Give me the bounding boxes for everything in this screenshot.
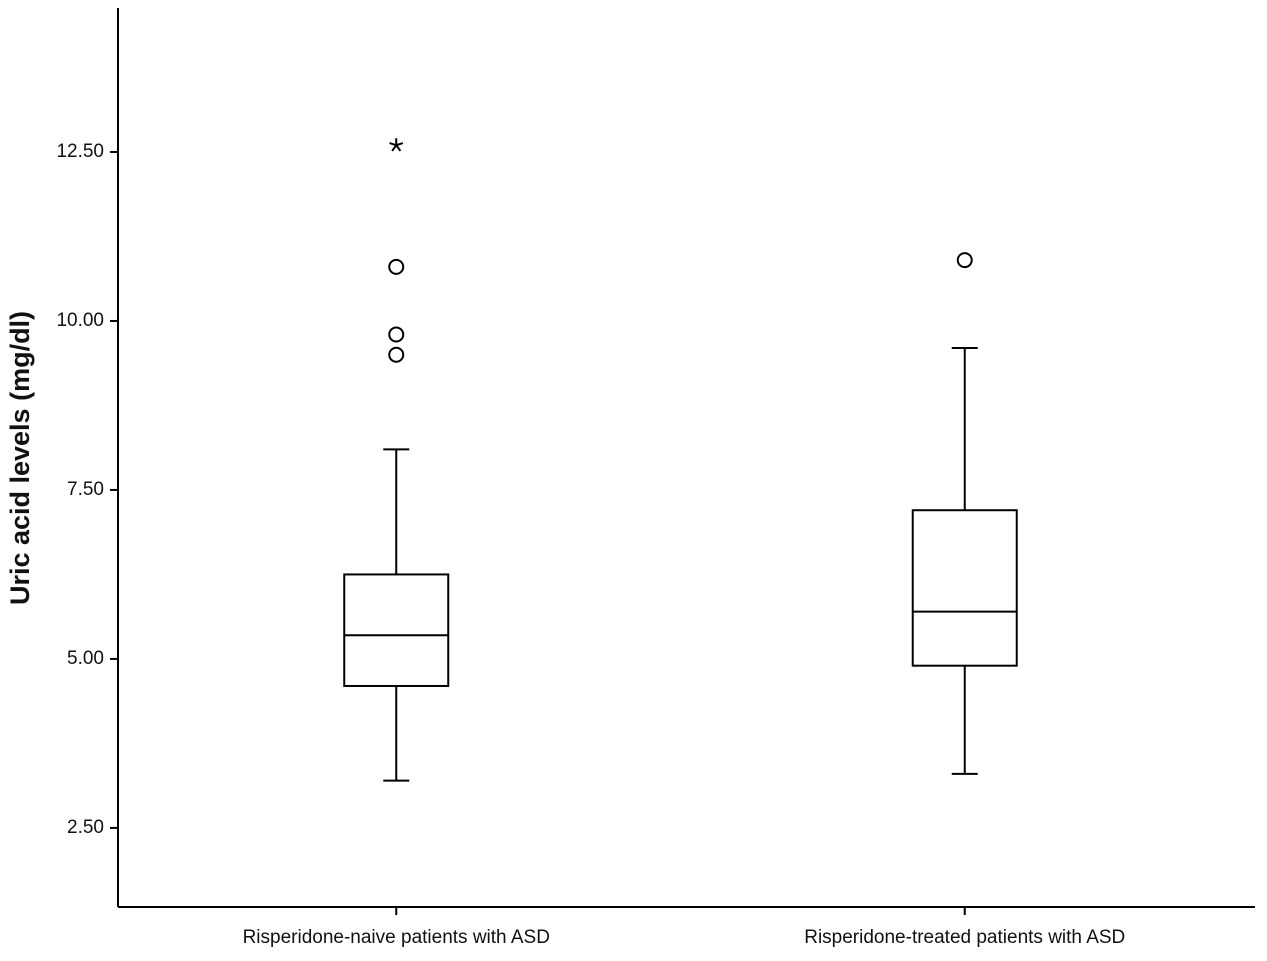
y-tick-label: 12.50 [56,141,104,162]
extreme [389,138,404,152]
outlier [388,346,405,363]
outlier [956,252,973,269]
outlier [388,326,405,343]
x-tick-label: Risperidone-treated patients with ASD [804,927,1125,948]
y-tick-label: 7.50 [67,479,104,500]
y-tick-label: 10.00 [56,310,104,331]
y-tick-label: 2.50 [67,817,104,838]
box [343,573,450,687]
x-tick-label: Risperidone-naive patients with ASD [243,927,550,948]
y-axis-label: Uric acid levels (mg/dl) [5,311,35,605]
outlier [388,258,405,275]
box [911,509,1018,667]
y-tick-label: 5.00 [67,648,104,669]
